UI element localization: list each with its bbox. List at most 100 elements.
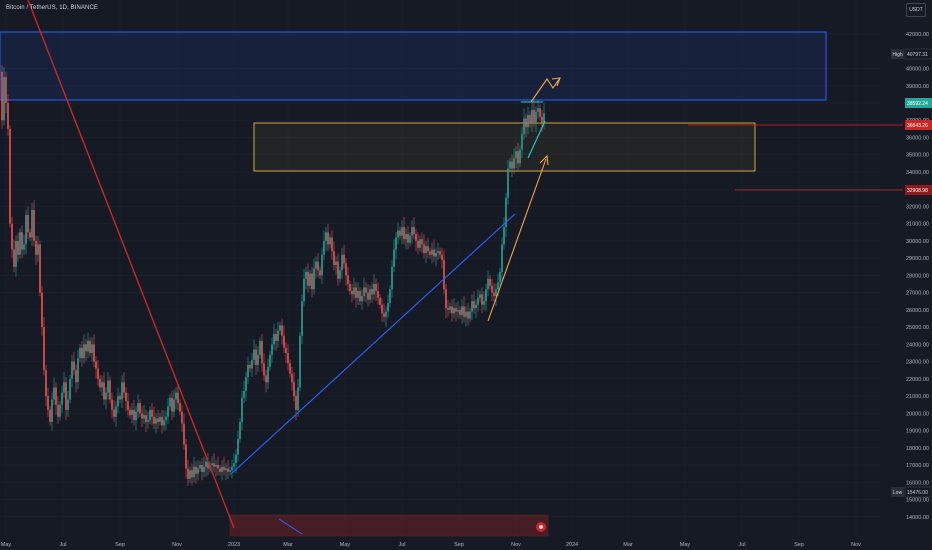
candle-body <box>393 249 395 267</box>
orange-zigzag-arrow[interactable] <box>530 77 561 103</box>
candle-body <box>167 406 169 417</box>
candle-body <box>155 418 157 424</box>
candle-body <box>47 396 49 410</box>
candle-body <box>289 363 291 374</box>
price-axis[interactable]: 42000.0040000.0039000.0038000.0037000.00… <box>906 32 929 521</box>
x-tick-label: Nov <box>851 542 861 548</box>
y-tick-label: 14000.00 <box>906 515 929 521</box>
candle-body <box>507 168 509 198</box>
candle-body <box>525 118 527 128</box>
candle-body <box>341 254 343 271</box>
candle-body <box>73 361 75 371</box>
candle-body <box>159 416 161 422</box>
candle-body <box>25 215 27 245</box>
candle-body <box>477 297 479 305</box>
candle-body <box>27 215 29 233</box>
candle-body <box>31 209 33 238</box>
candle-body <box>203 466 205 472</box>
candle-body <box>81 347 83 359</box>
candle-body <box>253 349 255 360</box>
candle-body <box>241 397 243 422</box>
candle-body <box>407 234 409 243</box>
candle-body <box>315 261 317 269</box>
y-tick-label: 22000.00 <box>906 377 929 383</box>
candle-body <box>307 271 309 286</box>
candle-body <box>383 313 385 317</box>
candle-body <box>377 290 379 298</box>
candle-body <box>9 128 11 224</box>
candle-body <box>465 311 467 317</box>
candle-body <box>231 466 233 471</box>
price-label-box <box>904 48 932 60</box>
candle-body <box>117 396 119 407</box>
price-label-value: 15476.00 <box>907 490 928 496</box>
candle-body <box>161 416 163 426</box>
candle-body <box>423 244 425 253</box>
orange-zigzag-arrow-head <box>551 77 561 87</box>
bottom-red-zone[interactable] <box>229 514 549 537</box>
candle-body <box>463 306 465 317</box>
blue-up-trendline[interactable] <box>230 213 516 475</box>
candle-body <box>141 413 143 419</box>
candle-body <box>89 340 91 353</box>
candle-body <box>403 227 405 240</box>
price-label-value: 32908.98 <box>907 188 928 194</box>
x-tick-label: Jul <box>59 542 66 548</box>
orange-up-arrow[interactable] <box>487 158 547 322</box>
candle-body <box>187 468 189 479</box>
candle-body <box>151 409 153 417</box>
chart-title: Bitcoin / TetherUS, 1D, BINANCE <box>6 5 99 11</box>
small-blue-line[interactable] <box>278 518 303 535</box>
candle-body <box>139 402 141 414</box>
candle-body <box>447 308 449 310</box>
y-tick-label: 17000.00 <box>906 463 929 469</box>
y-tick-label: 20000.00 <box>906 411 929 417</box>
candle-body <box>429 251 431 255</box>
candle-body <box>133 409 135 421</box>
candle-body <box>225 468 227 471</box>
candle-body <box>419 239 421 248</box>
candle-body <box>233 463 235 467</box>
candle-body <box>275 334 277 341</box>
red-down-trendline[interactable] <box>27 0 235 529</box>
candle-body <box>501 244 503 272</box>
candle-body <box>65 382 67 410</box>
candle-body <box>331 237 333 252</box>
candle-body <box>283 335 285 348</box>
candle-body <box>319 270 321 276</box>
candle-body <box>75 370 77 383</box>
yellow-zone[interactable] <box>253 122 756 172</box>
candle-body <box>443 259 445 290</box>
candle-body <box>219 468 221 472</box>
blue-resistance-zone[interactable] <box>0 31 827 101</box>
candle-body <box>357 290 359 298</box>
candle-body <box>103 382 105 400</box>
y-tick-label: 26000.00 <box>906 308 929 314</box>
candle-body <box>55 387 57 405</box>
x-tick-label: Nov <box>172 542 182 548</box>
price-label-box <box>905 120 932 130</box>
candle-body <box>215 465 217 467</box>
cyan-flag-line[interactable] <box>527 120 546 159</box>
candle-body <box>85 344 87 352</box>
candle-body <box>101 382 103 388</box>
candle-body <box>21 232 23 250</box>
candle-body <box>511 161 513 169</box>
candle-body <box>249 365 251 369</box>
candle-body <box>259 340 261 355</box>
candle-body <box>527 115 529 128</box>
candle-body <box>43 327 45 371</box>
candle-body <box>221 466 223 472</box>
y-tick-label: 24000.00 <box>906 342 929 348</box>
candle-body <box>363 287 365 297</box>
currency-button[interactable]: USDT <box>906 3 926 17</box>
candle-body <box>281 325 283 336</box>
candle-body <box>109 380 111 400</box>
y-tick-label: 19000.00 <box>906 429 929 435</box>
candle-body <box>475 304 477 309</box>
candle-body <box>439 251 441 255</box>
candle-body <box>411 227 413 236</box>
time-axis[interactable]: May Jul Sep Nov 2023 Mar May Jul Sep Nov 2024 Mar Ma… <box>1 542 861 548</box>
candle-body <box>345 263 347 276</box>
